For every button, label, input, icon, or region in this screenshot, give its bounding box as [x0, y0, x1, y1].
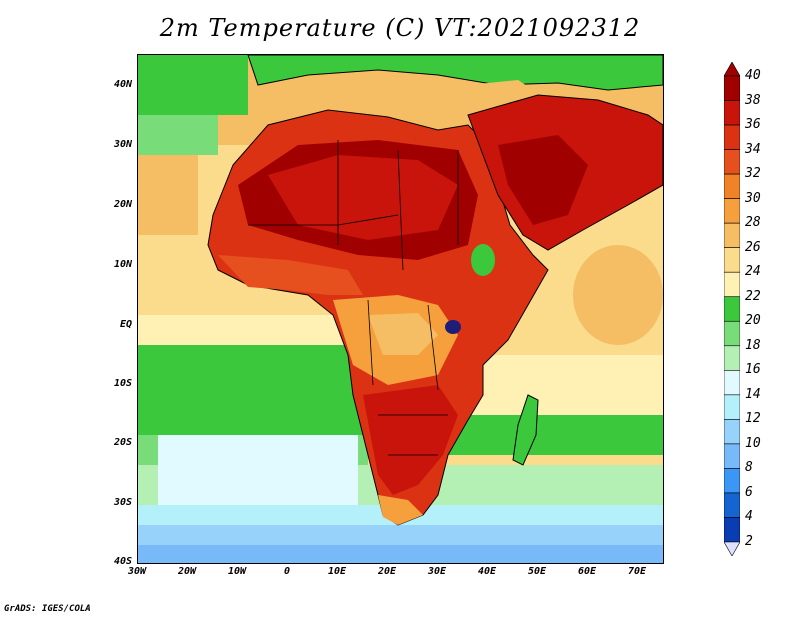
grads-credit: GrADS: IGES/COLA [4, 604, 91, 614]
colorbar-label: 30 [745, 190, 761, 206]
lat-label: 40S [113, 556, 132, 567]
colorbar-label: 20 [745, 313, 761, 329]
colorbar-segment [724, 370, 740, 396]
colorbar-label: 32 [745, 166, 761, 182]
lon-label: 10W [227, 566, 247, 577]
colorbar-label: 36 [745, 117, 761, 133]
lat-label: 40N [113, 79, 132, 90]
colorbar [724, 62, 740, 556]
colorbar-segment [724, 271, 740, 298]
colorbar-segment [724, 492, 740, 518]
lat-label: 30S [113, 497, 132, 508]
colorbar-segment [724, 149, 740, 175]
colorbar-label: 14 [745, 386, 761, 402]
colorbar-bottom-arrow [724, 541, 740, 556]
lon-label: 0 [283, 566, 291, 577]
colorbar-label: 40 [745, 68, 761, 83]
lon-label: 70E [627, 566, 647, 577]
colorbar-segment [724, 443, 740, 469]
lon-label: 20W [177, 566, 197, 577]
colorbar-segment [724, 100, 740, 126]
colorbar-segment [724, 419, 740, 445]
lon-label: 20E [377, 566, 397, 577]
lat-label: EQ [119, 319, 132, 330]
lon-label: 10E [327, 566, 347, 577]
colorbar-segment [724, 198, 740, 224]
colorbar-label: 24 [745, 264, 761, 280]
lat-label: 30N [113, 139, 132, 150]
lat-label: 10N [113, 259, 132, 270]
colorbar-segment [724, 345, 740, 371]
colorbar-label: 2 [745, 534, 753, 549]
colorbar-segment [724, 468, 740, 494]
lon-label: 30W [127, 566, 147, 577]
colorbar-segment [724, 320, 740, 347]
colorbar-label: 22 [745, 288, 761, 304]
colorbar-label: 8 [745, 460, 753, 476]
colorbar-segment [724, 296, 740, 322]
colorbar-label: 18 [745, 337, 761, 353]
colorbar-segment [724, 247, 740, 273]
colorbar-label: 34 [745, 141, 761, 157]
lat-label: 10S [113, 378, 132, 389]
colorbar-label: 38 [745, 92, 761, 108]
colorbar-segment [724, 75, 740, 101]
colorbar-label: 28 [745, 215, 761, 231]
lon-label: 50E [527, 566, 547, 577]
colorbar-label: 26 [745, 239, 761, 255]
colorbar-label: 12 [745, 411, 761, 427]
colorbar-label: 6 [745, 484, 753, 500]
colorbar-top-arrow [724, 62, 740, 77]
colorbar-segment [724, 124, 740, 150]
lat-label: 20S [113, 437, 132, 448]
colorbar-segment [724, 173, 740, 199]
colorbar-label: 16 [745, 362, 761, 378]
colorbar-segment [724, 394, 740, 420]
temperature-map [137, 54, 664, 564]
map-title: 2m Temperature (C) VT:2021092312 [159, 14, 641, 42]
lat-label: 20N [113, 199, 132, 210]
colorbar-label: 10 [745, 435, 761, 451]
colorbar-segment [724, 222, 740, 248]
colorbar-label: 4 [745, 509, 753, 525]
lon-label: 60E [577, 566, 597, 577]
lon-label: 30E [427, 566, 447, 577]
lon-label: 40E [477, 566, 497, 577]
colorbar-segment [724, 517, 740, 543]
